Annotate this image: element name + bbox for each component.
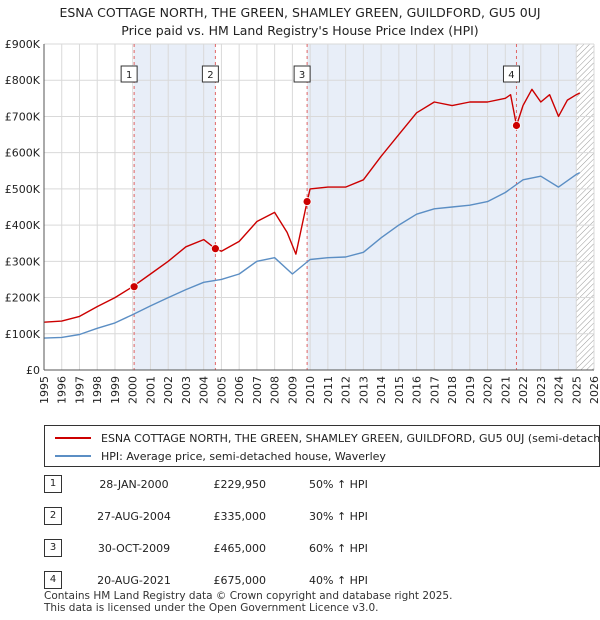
y-tick-label: £100K [5,328,41,341]
sales-table-row: 2 27-AUG-2004 £335,000 30% ↑ HPI [44,502,584,534]
x-tick-label: 2006 [233,376,246,404]
footer-copyright: Contains HM Land Registry data © Crown c… [44,590,453,602]
sale-number-box [293,65,311,83]
footer-licence: This data is licensed under the Open Gov… [44,602,379,614]
sale-date: 30-OCT-2009 [97,542,171,555]
legend-item-property: ESNA COTTAGE NORTH, THE GREEN, SHAMLEY G… [55,430,600,446]
legend-swatch-hpi [55,455,91,457]
y-tick-label: £700K [5,110,41,123]
x-tick-label: 2001 [144,376,157,404]
x-tick-label: 2019 [464,376,477,404]
x-tick-label: 1999 [109,376,122,404]
sale-price: £229,950 [213,478,267,491]
x-tick-label: 2003 [180,376,193,404]
x-tick-label: 2007 [251,376,264,404]
ownership-period-shade [307,44,517,370]
ownership-period-shade [516,44,577,370]
sale-hpi-change: 50% ↑ HPI [309,478,368,491]
x-tick-label: 2005 [215,376,228,404]
x-tick-label: 2018 [446,376,459,404]
sale-number-badge: 1 [44,475,62,493]
x-tick-label: 1995 [38,376,51,404]
x-tick-label: 2016 [411,376,424,404]
sale-number-box [120,65,138,83]
x-tick-label: 2021 [499,376,512,404]
x-tick-label: 2004 [198,376,211,404]
sale-hpi-change: 60% ↑ HPI [309,542,368,555]
y-tick-label: £400K [5,219,41,232]
x-tick-label: 2020 [482,376,495,404]
sale-price: £335,000 [213,510,267,523]
y-tick-label: £800K [5,74,41,87]
price-chart: 1 2 3 4 £0 £100K £200K £300K £400K £500K £600K £700… [5,38,600,404]
sale-number-label: 1 [126,70,132,81]
x-tick-label: 2000 [127,376,140,404]
sale-price: £465,000 [213,542,267,555]
sales-table-row: 1 28-JAN-2000 £229,950 50% ↑ HPI [44,470,584,502]
sale-number-label: 3 [299,70,305,81]
x-tick-label: 2025 [570,376,583,404]
x-tick-label: 1998 [91,376,104,404]
chart-title-block: ESNA COTTAGE NORTH, THE GREEN, SHAMLEY G… [0,4,600,40]
sale-point [302,197,312,206]
y-tick-label: £200K [5,292,41,305]
x-tick-label: 2010 [304,376,317,404]
ownership-period-shade [134,44,216,370]
x-tick-label: 2017 [428,376,441,404]
sale-number-badge: 2 [44,507,62,525]
legend-label-property: ESNA COTTAGE NORTH, THE GREEN, SHAMLEY G… [101,431,600,445]
x-tick-label: 2013 [357,376,370,404]
y-tick-label: £900K [5,38,41,51]
sale-number-label: 4 [508,70,514,81]
x-tick-label: 2026 [588,376,600,404]
x-tick-label: 2011 [322,376,335,404]
chart-title: ESNA COTTAGE NORTH, THE GREEN, SHAMLEY G… [59,5,541,20]
legend-swatch-property [55,437,91,439]
x-tick-label: 2014 [375,376,388,404]
sale-number-badge: 3 [44,539,62,557]
sale-date: 27-AUG-2004 [97,510,171,523]
footer-attribution: Contains HM Land Registry data © Crown c… [44,590,452,614]
legend: ESNA COTTAGE NORTH, THE GREEN, SHAMLEY G… [44,425,600,467]
y-tick-label: £0 [26,364,40,377]
sale-hpi-change: 30% ↑ HPI [309,510,368,523]
x-tick-label: 2009 [286,376,299,404]
sale-hpi-change: 40% ↑ HPI [309,574,368,587]
forecast-hatch [576,44,594,370]
sale-point [129,282,139,292]
hpi-line [43,171,581,339]
sale-date: 28-JAN-2000 [99,478,169,491]
sale-number-box [201,65,219,83]
property-price-line [43,88,581,323]
x-tick-label: 2023 [535,376,548,404]
x-tick-label: 1996 [56,376,69,404]
x-tick-label: 2002 [162,376,175,404]
x-tick-label: 1997 [73,376,86,404]
sale-number-box [502,65,520,83]
sale-point [210,244,220,254]
y-tick-label: £300K [5,255,41,268]
y-tick-label: £600K [5,147,41,160]
x-tick-label: 2015 [393,376,406,404]
sales-table: 1 28-JAN-2000 £229,950 50% ↑ HPI 2 27-AU… [44,470,584,598]
sales-table-row: 4 20-AUG-2021 £675,000 40% ↑ HPI [44,566,584,598]
y-tick-label: £500K [5,183,41,196]
legend-label-hpi: HPI: Average price, semi-detached house,… [101,449,386,463]
x-tick-label: 2012 [340,376,353,404]
x-tick-label: 2024 [553,376,566,404]
sales-table-row: 3 30-OCT-2009 £465,000 60% ↑ HPI [44,534,584,566]
sale-number-label: 2 [207,70,213,81]
chart-subtitle: Price paid vs. HM Land Registry's House … [121,23,479,38]
legend-item-hpi: HPI: Average price, semi-detached house,… [55,448,386,464]
sale-date: 20-AUG-2021 [97,574,171,587]
sale-number-badge: 4 [44,571,62,589]
x-tick-label: 2008 [269,376,282,404]
sale-point [512,121,521,130]
x-tick-label: 2022 [517,376,530,404]
sale-price: £675,000 [213,574,267,587]
